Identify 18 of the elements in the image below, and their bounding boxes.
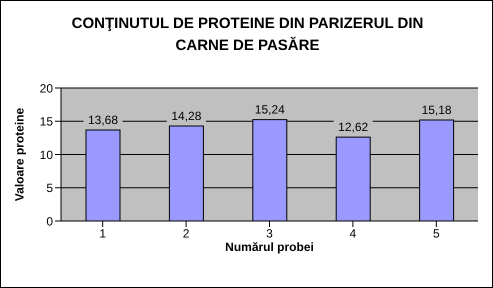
x-tick-label: 5: [432, 226, 440, 241]
data-label: 13,68: [88, 113, 118, 128]
data-label: 15,18: [422, 103, 452, 118]
y-tick-label: 10: [40, 148, 54, 162]
y-axis-title: Valoare proteine: [12, 107, 26, 202]
x-tick-label: 4: [350, 226, 357, 241]
y-tick-label: 15: [40, 114, 54, 129]
x-tick-label: 3: [266, 226, 274, 241]
data-label: 12,62: [338, 120, 369, 134]
data-label: 15,24: [254, 102, 286, 117]
y-tick-label: 5: [46, 181, 54, 196]
x-tick-label: 2: [182, 226, 190, 241]
y-tick-label: 0: [46, 214, 54, 228]
x-tick-label: 1: [99, 226, 106, 241]
data-label: 14,28: [171, 109, 202, 124]
x-axis-title: Numărul probei: [225, 240, 314, 254]
y-tick-label: 20: [40, 81, 54, 96]
chart-title: CONŢINUTUL DE PROTEINE DIN PARIZERUL DIN CARNE DE PASĂRE: [70, 14, 424, 56]
